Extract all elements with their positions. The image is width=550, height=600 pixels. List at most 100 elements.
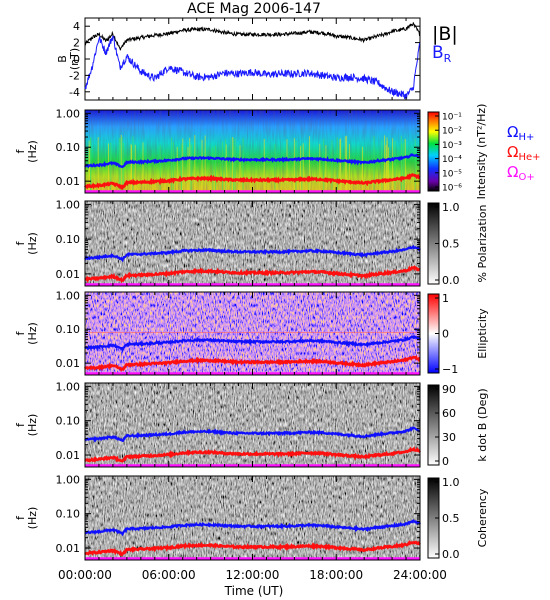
cyclotron-h-plus xyxy=(84,518,421,537)
panel-polarization: 1.00 0.10 0.01 f (Hz) 1.0 0.5 0.0 % Polarization xyxy=(14,198,489,287)
x-tick-label: 06:00:00 xyxy=(142,568,196,582)
y-tick-label: 1.00 xyxy=(56,198,81,211)
panel-coherency: 1.00 0.10 0.01 f (Hz) 1.0 0.5 0.0 Coherency xyxy=(14,473,489,561)
y-axis-units: (Hz) xyxy=(26,140,39,163)
y-tick-label: 4 xyxy=(73,20,80,33)
y-axis-label: B xyxy=(56,55,69,63)
colorbar-tick-label: 10⁻³ xyxy=(442,141,462,151)
x-axis: 00:00:00 06:00:00 12:00:00 18:00:00 24:00:00 xyxy=(58,18,447,582)
colorbar-tick-label: 30 xyxy=(442,431,456,444)
y-tick-label: 0.10 xyxy=(56,141,81,154)
colorbar-tick-label: 0 xyxy=(442,455,449,468)
panel-ellipticity: 1.00 0.10 0.01 f (Hz) 1 0 −1 Ellipticity xyxy=(14,289,489,376)
legend-omega-h: Ω xyxy=(507,123,518,141)
legend-br-sub: R xyxy=(444,52,452,65)
y-axis-label: f xyxy=(14,330,27,335)
colorbar-tick-label: 10⁻⁴ xyxy=(442,155,462,165)
cyclotron-h-plus xyxy=(84,426,421,443)
y-tick-label: 0.01 xyxy=(56,268,81,281)
legend-omega-o: Ω xyxy=(507,163,518,181)
panel-intensity: 1.00 0.10 0.01 f (Hz) 10⁻¹ 10⁻² 10⁻³ 10⁻⁴ 10⁻⁵ 10⁻… xyxy=(14,104,488,200)
y-axis-units: (Hz) xyxy=(26,322,39,345)
x-tick-label: 24:00:00 xyxy=(393,568,447,582)
colorbar-tick-label: 0.5 xyxy=(442,512,460,525)
colorbar-label: Ellipticity xyxy=(476,308,489,359)
x-tick-label: 00:00:00 xyxy=(58,568,112,582)
cyclotron-he-plus xyxy=(84,446,421,463)
y-tick-label: 0.01 xyxy=(56,542,81,555)
colorbar-tick-label: −1 xyxy=(442,363,458,376)
colorbar xyxy=(427,384,440,466)
colorbar xyxy=(427,111,440,192)
y-tick-label: 0.10 xyxy=(56,233,81,246)
x-tick-label: 18:00:00 xyxy=(309,568,363,582)
y-axis-label: f xyxy=(14,148,27,153)
panel-k-dot-b: 1.00 0.10 0.01 f (Hz) 90 60 30 0 k dot B (Deg) xyxy=(14,380,489,468)
legend-he-plus: ΩHe+ xyxy=(507,143,541,163)
colorbar-tick-label: 90 xyxy=(442,383,456,396)
legend: |B| BR ΩH+ ΩHe+ ΩO+ xyxy=(432,23,541,183)
cyclotron-h-plus xyxy=(84,334,422,353)
cyclotron-he-plus xyxy=(84,173,421,191)
legend-bmag: |B| xyxy=(432,23,458,45)
cyclotron-he-plus xyxy=(84,539,421,557)
panel-b-frame xyxy=(84,17,421,101)
colorbar-tick-label: 10⁻⁵ xyxy=(442,169,462,179)
x-axis-label: Time (UT) xyxy=(224,584,284,598)
colorbar-tick-label: 10⁻⁶ xyxy=(442,184,462,194)
colorbar-label: k dot B (Deg) xyxy=(476,388,489,461)
colorbar-tick-label: 0.0 xyxy=(442,274,460,287)
y-tick-label: -2 xyxy=(69,69,80,82)
chart-title: ACE Mag 2006-147 xyxy=(187,1,321,17)
y-tick-label: 0.10 xyxy=(56,323,81,336)
series-br xyxy=(84,35,421,100)
x-tick-label: 12:00:00 xyxy=(226,568,280,582)
y-tick-label: 0.01 xyxy=(56,449,81,462)
cyclotron-he-plus xyxy=(84,265,421,284)
y-tick-label: 1.00 xyxy=(56,473,81,486)
legend-br: BR xyxy=(432,43,452,65)
series-bmag xyxy=(84,22,421,51)
y-tick-label: 0 xyxy=(73,53,80,66)
colorbar-tick-label: 1 xyxy=(442,292,449,305)
colorbar-label: Intensity (nT²/Hz) xyxy=(475,104,488,200)
y-tick-label: 1.00 xyxy=(56,380,81,393)
colorbar-tick-label: 10⁻¹ xyxy=(442,113,462,123)
legend-omega-he: Ω xyxy=(507,143,518,161)
y-axis-label: f xyxy=(14,515,27,520)
y-axis-units: (Hz) xyxy=(26,414,39,437)
y-tick-label: 0.10 xyxy=(56,508,81,521)
colorbar-tick-label: 0.5 xyxy=(442,238,460,251)
legend-he-plus-label: He+ xyxy=(518,152,540,163)
legend-h-plus-label: H+ xyxy=(518,132,534,143)
cyclotron-h-plus xyxy=(84,244,421,263)
legend-h-plus: ΩH+ xyxy=(507,123,534,143)
heatmap-texture xyxy=(85,383,420,467)
cyclotron-he-plus xyxy=(83,355,421,373)
y-tick-label: 0.10 xyxy=(56,415,81,428)
colorbar-tick-label: 10⁻² xyxy=(442,127,462,137)
colorbar-tick-label: 1.0 xyxy=(442,476,460,489)
y-axis-label: f xyxy=(14,422,27,427)
colorbar-tick-label: 0 xyxy=(442,328,449,341)
colorbar-label: % Polarization xyxy=(476,205,489,283)
colorbar-tick-label: 1.0 xyxy=(442,201,460,214)
y-axis-units: (Hz) xyxy=(26,507,39,530)
colorbar-tick-label: 60 xyxy=(442,407,456,420)
y-tick-label: -4 xyxy=(69,86,80,99)
y-axis-units: (nT) xyxy=(68,48,81,70)
y-tick-label: 1.00 xyxy=(56,289,81,302)
y-tick-label: 2 xyxy=(73,37,80,50)
legend-br-main: B xyxy=(432,43,444,63)
colorbar-tick-label: 0.0 xyxy=(442,548,460,561)
y-tick-label: 1.00 xyxy=(56,107,81,120)
y-axis-units: (Hz) xyxy=(26,232,39,255)
panel-b-field: 4 2 0 -2 -4 B (nT) xyxy=(56,17,421,101)
cyclotron-h-plus xyxy=(84,153,420,169)
y-tick-label: 0.01 xyxy=(56,357,81,370)
colorbar-label: Coherency xyxy=(476,488,489,547)
y-tick-label: 0.01 xyxy=(56,175,81,188)
legend-o-plus-label: O+ xyxy=(518,172,534,183)
y-axis-label: f xyxy=(14,240,27,245)
